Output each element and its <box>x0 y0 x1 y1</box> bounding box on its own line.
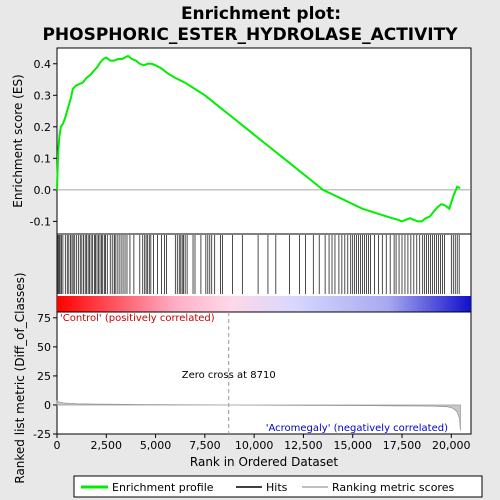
x-axis-label: Rank in Ordered Dataset <box>190 455 338 469</box>
es-y-axis-label: Enrichment score (ES) <box>11 74 25 207</box>
hit-markers <box>57 235 460 294</box>
legend-box <box>73 475 483 498</box>
metric-y-tick-label: 75 <box>37 312 51 325</box>
metric-y-axis: -25 0 25 50 75 <box>33 312 57 441</box>
x-tick-label: 10,000 <box>235 439 274 452</box>
es-panel <box>56 47 472 235</box>
x-tick-label: 7,500 <box>189 439 221 452</box>
x-tick-label: 2,500 <box>91 439 123 452</box>
metric-y-tick-label: -25 <box>33 428 51 441</box>
es-y-tick-label: 0.0 <box>34 184 52 197</box>
metric-y-tick-label: 50 <box>37 341 51 354</box>
title-line-1: Enrichment plot: <box>181 4 341 24</box>
x-tick-label: 0 <box>54 439 61 452</box>
x-tick-label: 12,500 <box>284 439 323 452</box>
title-line-2: PHOSPHORIC_ESTER_HYDROLASE_ACTIVITY <box>42 25 458 45</box>
metric-y-tick-label: 0 <box>44 399 51 412</box>
metric-y-axis-label: Ranked list metric (Diff_of_Classes) <box>13 272 27 483</box>
legend-label-enrichment: Enrichment profile <box>112 481 214 494</box>
ranking-colorbar <box>57 296 471 312</box>
es-y-tick-label: 0.4 <box>34 58 52 71</box>
legend-label-ranking: Ranking metric scores <box>332 481 454 494</box>
legend-label-hits: Hits <box>266 481 288 494</box>
es-y-tick-label: -0.1 <box>30 215 51 228</box>
x-tick-label: 20,000 <box>432 439 471 452</box>
es-y-tick-label: 0.2 <box>34 121 52 134</box>
es-y-tick-label: 0.3 <box>34 89 52 102</box>
metric-panel <box>56 311 472 435</box>
es-y-tick-label: 0.1 <box>34 152 52 165</box>
x-tick-label: 17,500 <box>383 439 422 452</box>
metric-y-tick-label: 25 <box>37 370 51 383</box>
x-tick-label: 5,000 <box>140 439 172 452</box>
enrichment-profile-line <box>56 54 461 223</box>
negative-class-label: 'Acromegaly' (negatively correlated) <box>266 423 448 434</box>
positive-class-label: 'Control' (positively correlated) <box>60 313 215 324</box>
ranking-metric-area <box>56 400 461 431</box>
es-y-axis: -0.1 0.0 0.1 0.2 0.3 0.4 <box>30 58 57 228</box>
x-tick-label: 15,000 <box>333 439 372 452</box>
metric-x-axis: 0 2,500 5,000 7,500 10,000 12,500 15,000 17,500… <box>54 434 471 452</box>
zero-cross-label: Zero cross at 8710 <box>182 370 276 381</box>
